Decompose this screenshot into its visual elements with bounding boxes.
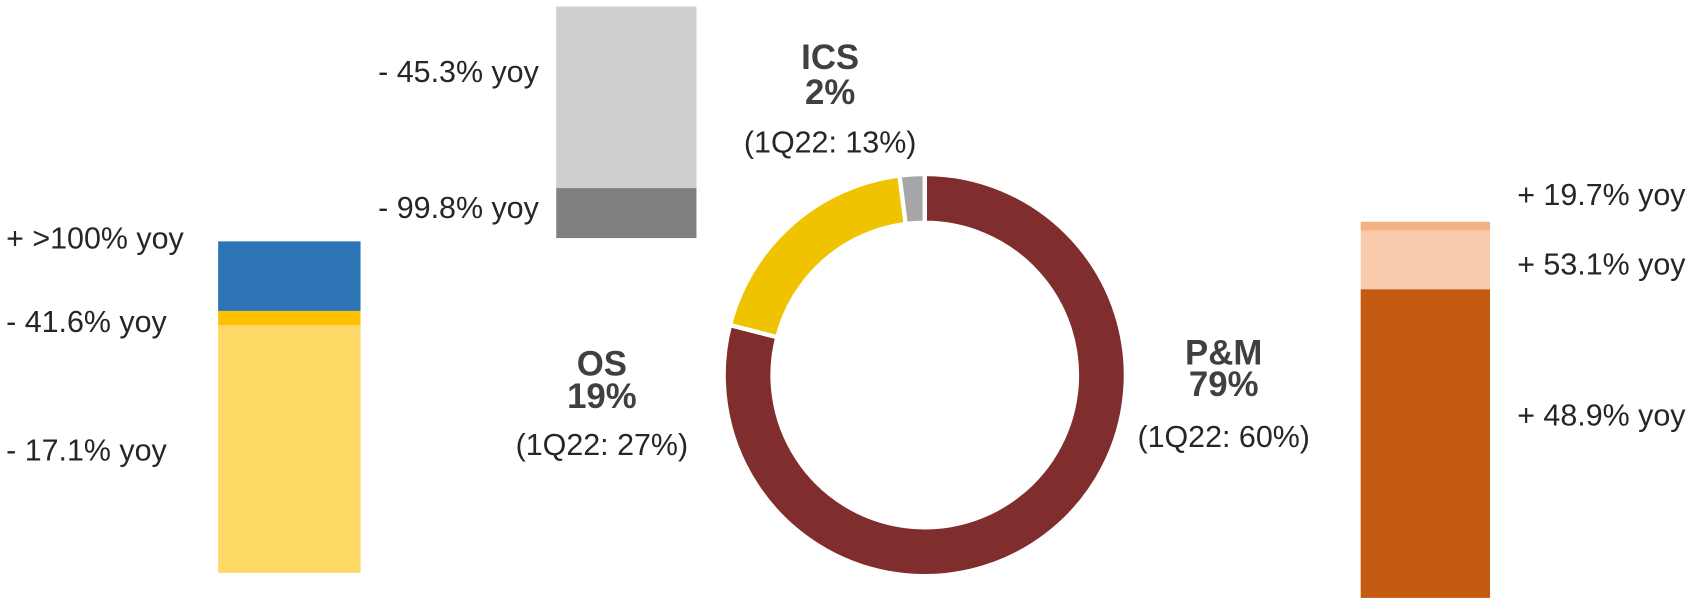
slice-annotation: (1Q22: 60%) <box>1137 420 1309 454</box>
donut-slice <box>727 173 909 340</box>
slice-value: 79% <box>1189 366 1259 404</box>
bar-segment <box>1360 221 1491 231</box>
slice-annotation: (1Q22: 27%) <box>516 428 688 462</box>
bar-segment <box>218 310 361 326</box>
bar-segment <box>1360 289 1491 598</box>
bar-segment <box>218 241 361 311</box>
bar-segment <box>556 6 697 189</box>
bar-segment <box>1360 230 1491 290</box>
donut-slice <box>721 171 1129 579</box>
slice-name: OS <box>577 346 627 384</box>
segment-label: - 17.1% yoy <box>6 433 167 467</box>
segment-label: + 53.1% yoy <box>1517 247 1686 281</box>
donut-slice <box>897 171 927 227</box>
slice-annotation: (1Q22: 13%) <box>744 126 916 160</box>
slice-name: ICS <box>801 39 859 77</box>
segment-label: + 48.9% yoy <box>1517 398 1686 432</box>
segment-label: - 99.8% yoy <box>378 191 539 225</box>
slice-name: P&M <box>1185 335 1262 373</box>
slice-value: 19% <box>567 378 637 416</box>
bar-segment <box>218 325 361 573</box>
slice-value: 2% <box>805 74 855 112</box>
segment-label: + 19.7% yoy <box>1517 178 1686 212</box>
segment-label: - 41.6% yoy <box>6 305 167 339</box>
bar-segment <box>556 188 697 239</box>
segment-label: - 45.3% yoy <box>378 55 539 89</box>
segment-label: + >100% yoy <box>6 221 184 255</box>
